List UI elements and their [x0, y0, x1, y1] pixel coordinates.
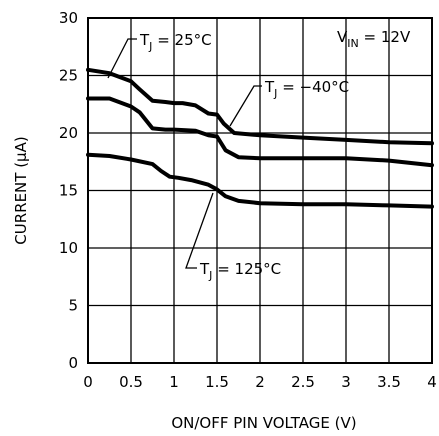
leader-125c: [185, 192, 214, 269]
annotation-subscript: IN: [347, 37, 358, 50]
annotation-symbol: V: [337, 28, 348, 46]
y-axis-title: CURRENT (μA): [12, 136, 30, 244]
tick-label-layer: 0 0.5 1 1.5 2 2.5 3 3.5 4 0 5 10 15 20 25 30: [59, 9, 437, 391]
x-tick-label: 0: [83, 373, 93, 391]
annotation-value: = −40°C: [277, 78, 349, 96]
y-tick-label: 30: [59, 9, 78, 27]
annotation-symbol: T: [199, 260, 210, 278]
annotation-value: = 125°C: [212, 260, 281, 278]
grid-layer: [88, 18, 432, 363]
annotation-subscript: J: [273, 87, 277, 100]
y-tick-label: 5: [68, 297, 78, 315]
x-tick-label: 2: [255, 373, 265, 391]
annotation-symbol: T: [264, 78, 275, 96]
annotation-subscript: J: [208, 269, 212, 282]
annotation-value: = 12V: [359, 28, 411, 46]
x-tick-label: 3: [341, 373, 351, 391]
series-line-1: [86, 67, 434, 146]
x-tick-label: 3.5: [377, 373, 401, 391]
annotation-subscript: J: [148, 40, 152, 53]
x-tick-label: 1.5: [205, 373, 229, 391]
annotation-value: = 25°C: [152, 31, 211, 49]
series-line-3: [86, 152, 434, 209]
annotation-s2: TJ = −40°C: [264, 78, 349, 100]
series-line-2: [86, 96, 434, 168]
leader-25c: [107, 38, 137, 79]
y-tick-label: 20: [59, 124, 78, 142]
x-axis-title: ON/OFF PIN VOLTAGE (V): [171, 414, 356, 432]
annotation-symbol: T: [139, 31, 150, 49]
annotation-s3: TJ = 125°C: [199, 260, 281, 282]
series-layer: [86, 67, 434, 209]
x-tick-label: 4: [427, 373, 437, 391]
x-tick-label: 2.5: [291, 373, 315, 391]
y-tick-label: 15: [59, 182, 78, 200]
plot-frame: [87, 17, 433, 364]
y-tick-label: 0: [68, 354, 78, 372]
y-tick-label: 10: [59, 239, 78, 257]
y-tick-label: 25: [59, 67, 78, 85]
x-tick-label: 0.5: [119, 373, 143, 391]
annotation-s1: TJ = 25°C: [139, 31, 212, 53]
leader-layer: [107, 38, 262, 269]
x-tick-label: 1: [169, 373, 179, 391]
annotation-cond: VIN = 12V: [337, 28, 411, 50]
leader-minus40c: [229, 85, 262, 127]
